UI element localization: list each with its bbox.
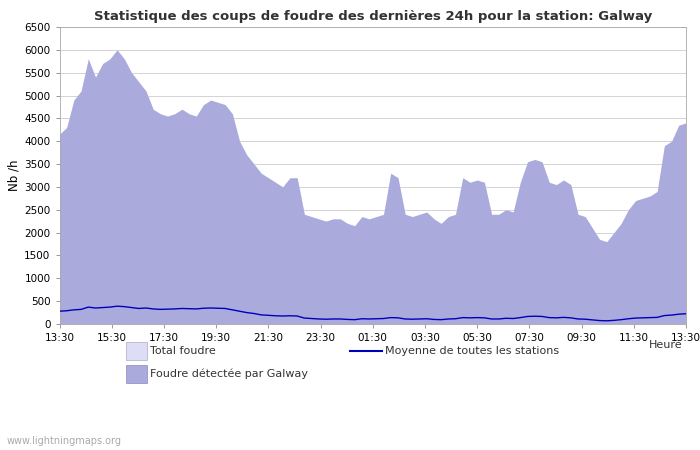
Text: Total foudre: Total foudre bbox=[150, 346, 216, 356]
Text: www.lightningmaps.org: www.lightningmaps.org bbox=[7, 436, 122, 446]
Text: Foudre détectée par Galway: Foudre détectée par Galway bbox=[150, 368, 309, 379]
Text: Heure: Heure bbox=[649, 340, 682, 350]
Title: Statistique des coups de foudre des dernières 24h pour la station: Galway: Statistique des coups de foudre des dern… bbox=[94, 10, 652, 23]
Y-axis label: Nb /h: Nb /h bbox=[7, 160, 20, 191]
Text: Moyenne de toutes les stations: Moyenne de toutes les stations bbox=[385, 346, 559, 356]
